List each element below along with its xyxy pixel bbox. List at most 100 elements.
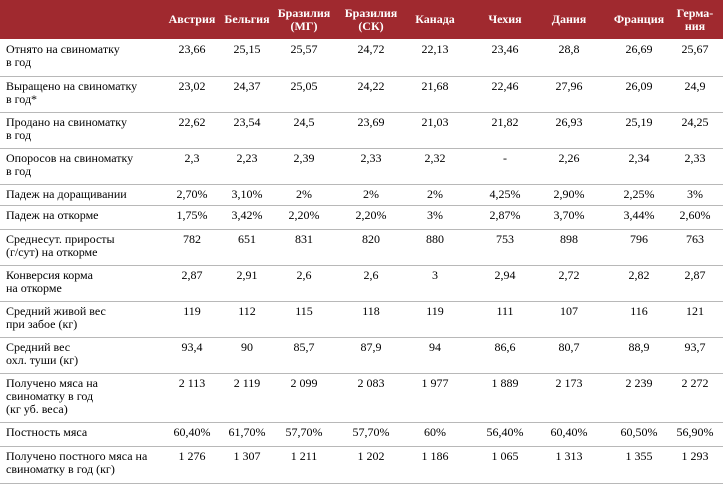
table-cell: 1 276 bbox=[178, 449, 206, 463]
table-cell: 2,25% bbox=[623, 187, 655, 201]
table-cell: 23,54 bbox=[233, 115, 261, 129]
table-cell: 21,03 bbox=[421, 115, 449, 129]
table-cell: 1 355 bbox=[625, 449, 653, 463]
table-cell: 2,87% bbox=[489, 208, 521, 222]
table-cell: 782 bbox=[183, 232, 201, 246]
row-label: Опоросов на свиноматку в год bbox=[6, 151, 134, 178]
table-cell: 93,4 bbox=[181, 340, 203, 354]
table-cell: 60,50% bbox=[620, 425, 658, 439]
row-label: Получено постного мяса на свиноматку в г… bbox=[6, 449, 148, 476]
table-cell: 831 bbox=[295, 232, 313, 246]
table-cell: 1 186 bbox=[421, 449, 449, 463]
row-label: Падеж на откорме bbox=[6, 208, 99, 222]
table-cell: 2 173 bbox=[555, 376, 583, 390]
table-cell: 22,46 bbox=[491, 79, 519, 93]
table-cell: 2% bbox=[296, 187, 312, 201]
table-cell: 2,91 bbox=[236, 268, 258, 282]
table-cell: 2,20% bbox=[355, 208, 387, 222]
table-cell: 21,82 bbox=[491, 115, 519, 129]
table-cell: 25,67 bbox=[681, 42, 709, 56]
table-cell: 2 239 bbox=[625, 376, 653, 390]
table-cell: 26,09 bbox=[625, 79, 653, 93]
table-cell: 753 bbox=[496, 232, 514, 246]
table-cell: 24,72 bbox=[357, 42, 385, 56]
table-cell: 2,60% bbox=[679, 208, 711, 222]
table-cell: 24,5 bbox=[293, 115, 315, 129]
table-cell: 1 202 bbox=[357, 449, 385, 463]
table-cell: 2,82 bbox=[628, 268, 650, 282]
table-cell: 1 977 bbox=[421, 376, 449, 390]
table-cell: 2,3 bbox=[184, 151, 200, 165]
row-label: Выращено на свиноматку в год* bbox=[6, 79, 138, 106]
row-label: Получено мяса на свиноматку в год (кг уб… bbox=[6, 376, 98, 416]
table-cell: 3,10% bbox=[231, 187, 263, 201]
table-cell: 80,7 bbox=[558, 340, 580, 354]
table-cell: 1 313 bbox=[555, 449, 583, 463]
row-label: Падеж на доращивании bbox=[6, 187, 127, 201]
column-header: Франция bbox=[613, 12, 665, 26]
table-cell: 2 272 bbox=[681, 376, 709, 390]
row-label: Средний живой вес при забое (кг) bbox=[6, 304, 106, 331]
table-cell: 4,25% bbox=[489, 187, 521, 201]
table-cell: 2 119 bbox=[233, 376, 261, 390]
table-cell: 111 bbox=[496, 304, 514, 318]
table-cell: 25,05 bbox=[290, 79, 318, 93]
table-cell: 1 211 bbox=[290, 449, 318, 463]
table-cell: 651 bbox=[238, 232, 256, 246]
table-header: Австрия Бельгия Бразилия (МГ) Бразилия (СК)… bbox=[0, 0, 723, 39]
table-cell: 820 bbox=[362, 232, 380, 246]
column-header: Дания bbox=[551, 12, 587, 26]
table-cell: 3,70% bbox=[553, 208, 585, 222]
table-cell: 119 bbox=[426, 304, 444, 318]
row-divider bbox=[0, 184, 723, 185]
row-divider bbox=[0, 229, 723, 230]
table-cell: 25,19 bbox=[625, 115, 653, 129]
row-divider bbox=[0, 422, 723, 423]
table-cell: 1 889 bbox=[491, 376, 519, 390]
table-cell: 2% bbox=[363, 187, 379, 201]
table-cell: 21,68 bbox=[421, 79, 449, 93]
row-label: Конверсия корма на откорме bbox=[6, 268, 93, 295]
row-label: Продано на свиноматку в год bbox=[6, 115, 127, 142]
table-cell: 2 083 bbox=[357, 376, 385, 390]
table-cell: 2,34 bbox=[628, 151, 650, 165]
table-cell: 90 bbox=[241, 340, 253, 354]
table-cell: 112 bbox=[238, 304, 256, 318]
table-cell: 24,9 bbox=[684, 79, 706, 93]
row-divider bbox=[0, 373, 723, 374]
table-cell: 2,23 bbox=[236, 151, 258, 165]
column-header: Чехия bbox=[488, 12, 522, 26]
column-header: Канада bbox=[415, 12, 455, 26]
table-cell: 3 bbox=[432, 268, 438, 282]
column-header: Бельгия bbox=[224, 12, 270, 26]
table-cell: 23,02 bbox=[178, 79, 206, 93]
table-cell: 2,39 bbox=[293, 151, 315, 165]
table-cell: 1 307 bbox=[233, 449, 261, 463]
row-divider bbox=[0, 337, 723, 338]
table-cell: 2,33 bbox=[360, 151, 382, 165]
table-cell: 56,40% bbox=[486, 425, 524, 439]
table-cell: 2,33 bbox=[684, 151, 706, 165]
table-cell: 898 bbox=[560, 232, 578, 246]
row-divider bbox=[0, 205, 723, 206]
table-cell: 116 bbox=[630, 304, 648, 318]
table-cell: 2,26 bbox=[558, 151, 580, 165]
row-divider bbox=[0, 446, 723, 447]
column-header: Герма- ния bbox=[676, 5, 714, 33]
table-cell: 2 113 bbox=[178, 376, 206, 390]
table-cell: 763 bbox=[686, 232, 704, 246]
table-cell: 2,6 bbox=[363, 268, 379, 282]
table-cell: 2,20% bbox=[288, 208, 320, 222]
table-cell: 23,46 bbox=[491, 42, 519, 56]
table-cell: 56,90% bbox=[676, 425, 714, 439]
table-cell: 22,13 bbox=[421, 42, 449, 56]
table-cell: 2% bbox=[427, 187, 443, 201]
row-label: Отнято на свиноматку в год bbox=[6, 42, 120, 69]
table-cell: 118 bbox=[362, 304, 380, 318]
table-cell: 93,7 bbox=[684, 340, 706, 354]
row-divider bbox=[0, 301, 723, 302]
table-cell: 2,94 bbox=[494, 268, 516, 282]
table-cell: 25,57 bbox=[290, 42, 318, 56]
table-cell: 1 293 bbox=[681, 449, 709, 463]
